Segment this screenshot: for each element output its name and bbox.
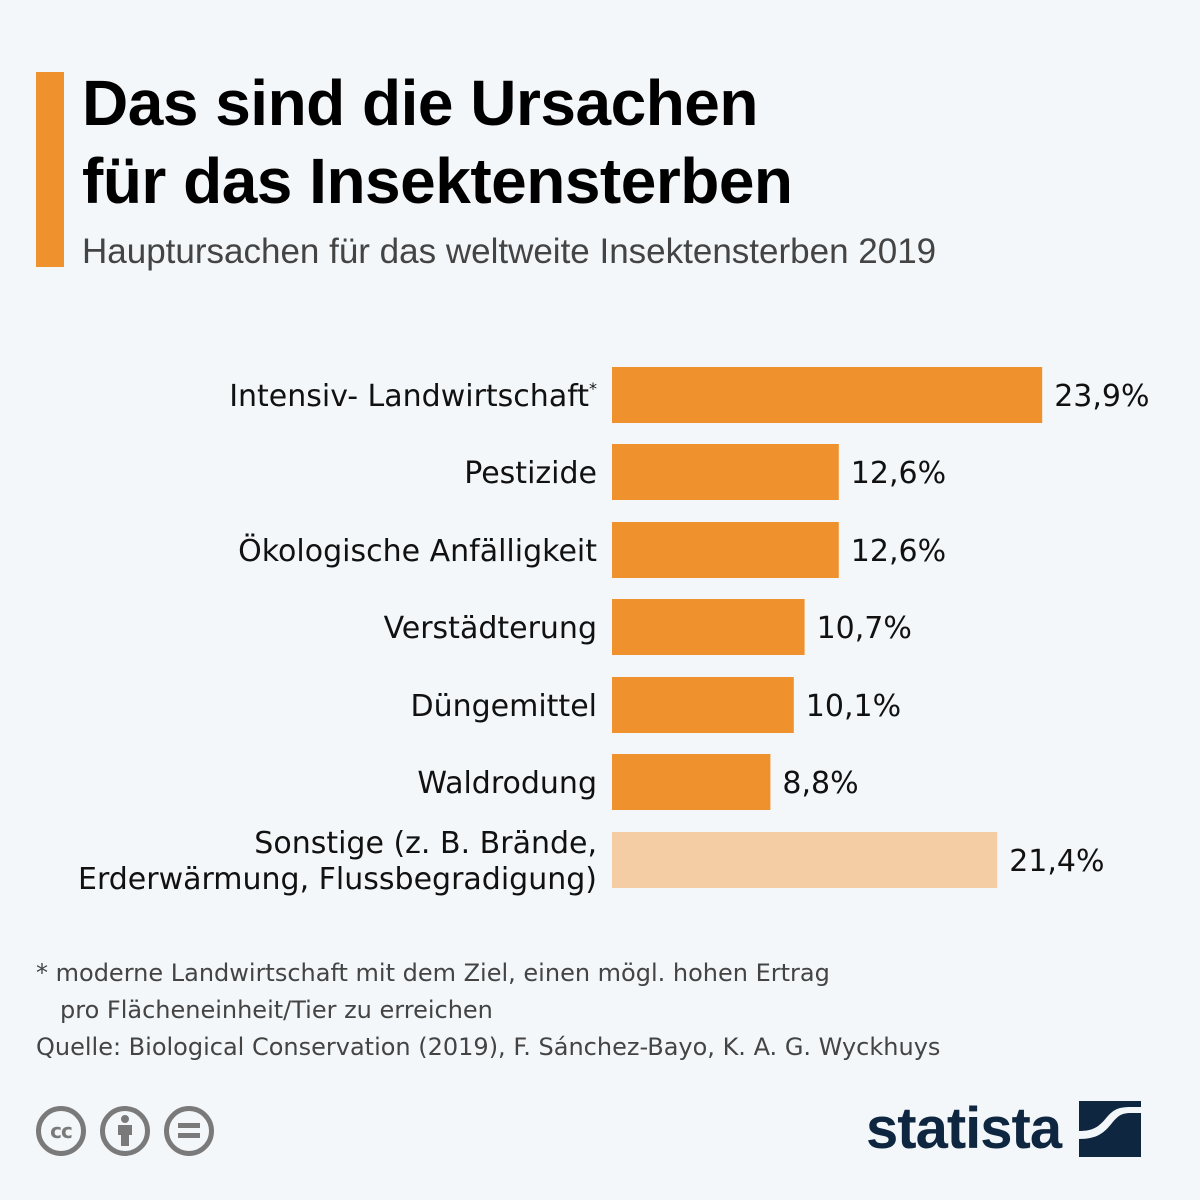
category-label-3: Verstädterung xyxy=(384,611,597,646)
category-label-4: Düngemittel xyxy=(410,689,597,724)
footnote: * moderne Landwirtschaft mit dem Ziel, e… xyxy=(36,955,830,1029)
bar-3 xyxy=(612,599,805,655)
category-label-6-line-0: Sonstige (z. B. Brände, xyxy=(254,826,597,861)
statista-logo-icon xyxy=(1079,1101,1142,1157)
bar-0 xyxy=(612,367,1043,423)
footnote-marker: * xyxy=(589,379,597,398)
footnote-line-1: * moderne Landwirtschaft mit dem Ziel, e… xyxy=(36,959,830,987)
bar-2 xyxy=(612,522,839,578)
cc-icon[interactable]: cc xyxy=(36,1106,86,1156)
subtitle: Hauptursachen für das weltweite Insekten… xyxy=(82,232,937,271)
attribution-icon[interactable] xyxy=(100,1106,150,1156)
person-glyph xyxy=(118,1115,132,1146)
bar-1 xyxy=(612,444,839,500)
category-label-5: Waldrodung xyxy=(417,766,597,801)
category-label-2: Ökologische Anfälligkeit xyxy=(238,533,597,569)
statista-logo[interactable]: statista xyxy=(866,1096,1142,1161)
value-label-2: 12,6% xyxy=(851,534,946,569)
cc-icon-text: cc xyxy=(50,1119,73,1143)
no-derivatives-icon[interactable] xyxy=(164,1106,214,1156)
bar-chart: 23,9% Intensiv- Landwirtschaft* 12,6% Pesti… xyxy=(78,367,1150,897)
equals-glyph xyxy=(178,1123,200,1138)
value-label-4: 10,1% xyxy=(806,689,901,724)
category-label-0: Intensiv- Landwirtschaft* xyxy=(229,379,597,414)
source-text: Quelle: Biological Conservation (2019), … xyxy=(36,1033,941,1061)
title-line-1: Das sind die Ursachen xyxy=(82,67,758,139)
license-icons: cc xyxy=(36,1106,214,1156)
value-label-1: 12,6% xyxy=(851,456,946,491)
category-label-1: Pestizide xyxy=(464,456,597,491)
value-label-6: 21,4% xyxy=(1009,844,1104,879)
value-label-5: 8,8% xyxy=(782,766,858,801)
title-accent-bar xyxy=(36,72,64,267)
bar-5 xyxy=(612,754,771,810)
bar-6 xyxy=(612,832,998,888)
page-title: Das sind die Ursachen für das Insektenst… xyxy=(82,64,793,220)
title-line-2: für das Insektensterben xyxy=(82,145,793,217)
value-label-3: 10,7% xyxy=(817,611,912,646)
category-label-6-line-1: Erderwärmung, Flussbegradigung) xyxy=(78,862,597,897)
value-label-0: 23,9% xyxy=(1054,379,1149,414)
logo-text: statista xyxy=(866,1096,1062,1161)
bar-4 xyxy=(612,677,794,733)
footnote-line-2: pro Flächeneinheit/Tier zu erreichen xyxy=(60,996,493,1024)
